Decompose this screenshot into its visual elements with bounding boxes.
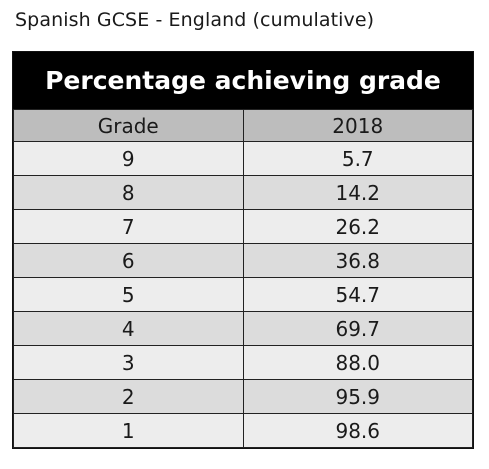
table-title: Percentage achieving grade bbox=[13, 52, 473, 109]
percentage-cell: 98.6 bbox=[242, 413, 473, 448]
percentage-cell: 88.0 bbox=[242, 345, 473, 380]
percentage-cell: 14.2 bbox=[242, 175, 473, 210]
table-row: 2 95.9 bbox=[13, 379, 473, 414]
table-header: Grade 2018 bbox=[13, 109, 473, 142]
table-row: 3 88.0 bbox=[13, 345, 473, 380]
table-row: 7 26.2 bbox=[13, 209, 473, 244]
grades-table-container: Percentage achieving grade Grade 2018 9 … bbox=[12, 51, 474, 449]
grade-cell: 2 bbox=[13, 379, 244, 414]
header-row: Grade 2018 bbox=[13, 109, 473, 142]
column-header-year: 2018 bbox=[242, 109, 473, 142]
grade-cell: 3 bbox=[13, 345, 244, 380]
table-row: 1 98.6 bbox=[13, 413, 473, 448]
column-header-grade: Grade bbox=[13, 109, 244, 142]
percentage-cell: 54.7 bbox=[242, 277, 473, 312]
table-row: 4 69.7 bbox=[13, 311, 473, 346]
grade-cell: 8 bbox=[13, 175, 244, 210]
percentage-cell: 36.8 bbox=[242, 243, 473, 278]
grade-cell: 7 bbox=[13, 209, 244, 244]
table-row: 8 14.2 bbox=[13, 175, 473, 210]
table-body: 9 5.7 8 14.2 7 26.2 6 36.8 5 54.7 4 69.7 bbox=[13, 141, 473, 448]
percentage-cell: 69.7 bbox=[242, 311, 473, 346]
grades-table: Grade 2018 9 5.7 8 14.2 7 26.2 6 36.8 5 bbox=[13, 109, 473, 448]
percentage-cell: 5.7 bbox=[242, 141, 473, 176]
grade-cell: 4 bbox=[13, 311, 244, 346]
percentage-cell: 95.9 bbox=[242, 379, 473, 414]
grade-cell: 1 bbox=[13, 413, 244, 448]
percentage-cell: 26.2 bbox=[242, 209, 473, 244]
grade-cell: 9 bbox=[13, 141, 244, 176]
grade-cell: 6 bbox=[13, 243, 244, 278]
grade-cell: 5 bbox=[13, 277, 244, 312]
table-row: 6 36.8 bbox=[13, 243, 473, 278]
page-caption: Spanish GCSE - England (cumulative) bbox=[15, 9, 375, 31]
table-row: 5 54.7 bbox=[13, 277, 473, 312]
table-row: 9 5.7 bbox=[13, 141, 473, 176]
